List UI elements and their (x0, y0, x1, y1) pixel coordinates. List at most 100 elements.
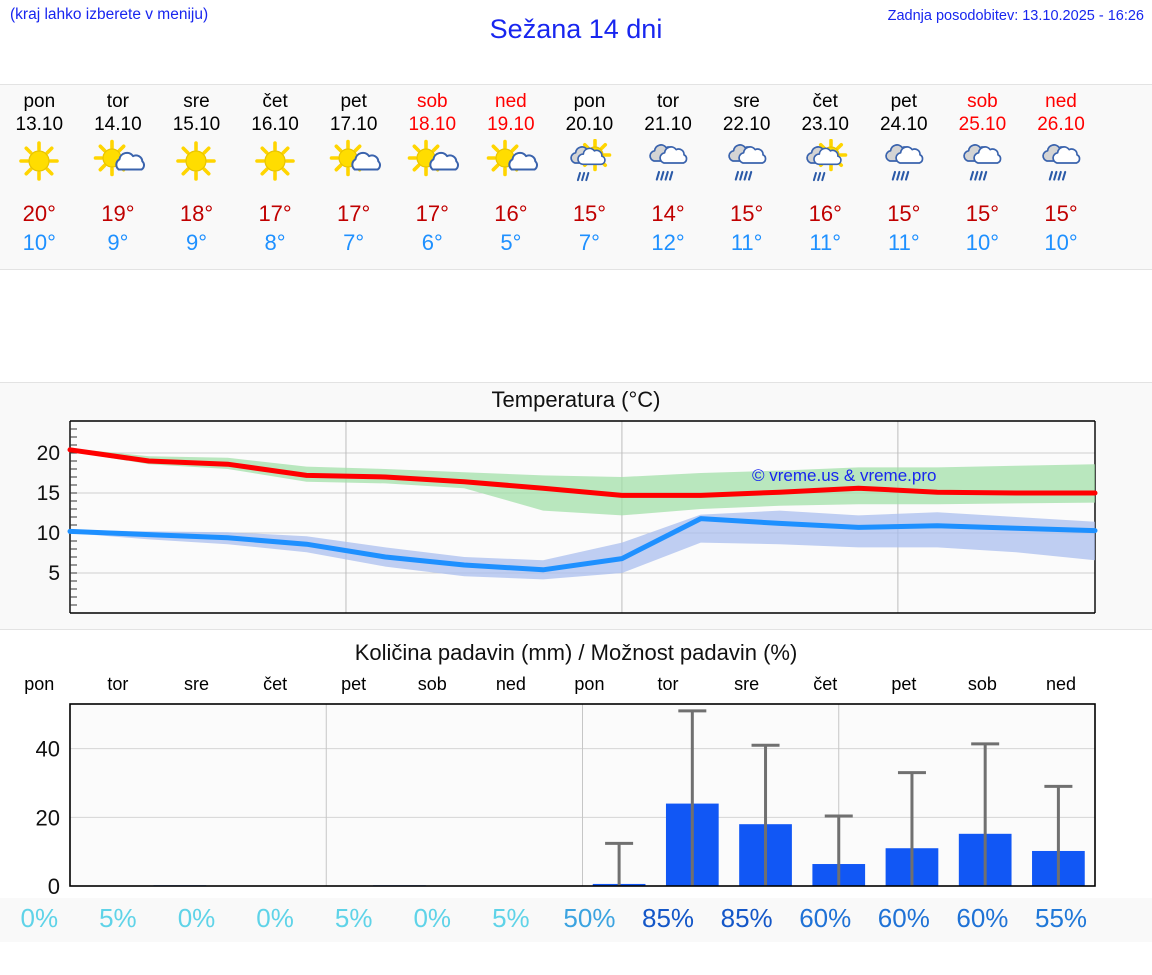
forecast-day-column[interactable]: sob 25.10 15° 10° (943, 85, 1022, 269)
precipitation-day-label: tor (657, 674, 679, 694)
precipitation-day-label: sre (734, 674, 760, 694)
forecast-day-column[interactable]: sob 18.10 17° 6° (393, 85, 472, 269)
day-date-label: 26.10 (1037, 114, 1085, 135)
forecast-day-column[interactable]: pon 13.10 20° 10° (0, 85, 79, 269)
max-temperature-value: 15° (730, 201, 764, 226)
max-temperature-value: 15° (887, 201, 921, 226)
forecast-day-column[interactable]: sre 15.10 18° 9° (157, 85, 236, 269)
weather-sunny-cloud-icon (88, 139, 148, 189)
precipitation-day-label: pet (341, 674, 367, 694)
precipitation-probability-value: 85% (720, 903, 773, 933)
forecast-day-column[interactable]: pet 17.10 17° 7° (314, 85, 393, 269)
day-date-label: 13.10 (15, 114, 64, 135)
forecast-day-column[interactable]: pet 24.10 15° 11° (865, 85, 944, 269)
day-of-week-label: pon (573, 91, 606, 112)
min-temperature-value: 11° (888, 230, 920, 255)
precipitation-day-label: ned (495, 674, 526, 694)
precipitation-day-labels: pon tor sre čet pet sob ned pon tor sre čet pet sob n… (0, 674, 1152, 700)
precipitation-probability-value: 0% (413, 903, 452, 933)
max-temperature-value: 19° (101, 201, 135, 226)
precipitation-probability-value: 0% (20, 903, 59, 933)
forecast-day-column[interactable]: sre 22.10 15° 11° (707, 85, 786, 269)
max-temperature-value: 15° (965, 201, 1000, 226)
day-date-label: 15.10 (172, 114, 221, 135)
min-temperature-value: 10° (965, 230, 1000, 255)
temperature-chart-title: Temperatura (°C) (491, 387, 661, 412)
day-date-label: 16.10 (251, 114, 299, 135)
precipitation-probability-value: 5% (99, 903, 137, 933)
temperature-chart-panel: Temperatura (°C) 5 10 15 20 (0, 382, 1152, 630)
min-temperature-value: 9° (185, 230, 207, 255)
forecast-day-column[interactable]: pon 20.10 15° 7° (550, 85, 629, 269)
forecast-day-column[interactable]: ned 26.10 15° 10° (1022, 85, 1101, 269)
day-of-week-label: tor (106, 91, 129, 112)
precipitation-day-label: sre (183, 674, 209, 694)
day-date-label: 22.10 (722, 114, 771, 135)
precipitation-probability-value: 5% (334, 903, 373, 933)
max-temperature-value: 15° (1044, 201, 1078, 226)
precipitation-probability-value: 85% (642, 903, 695, 933)
weather-cloud-rain-icon (874, 139, 934, 189)
precipitation-chart-title: Količina padavin (mm) / Možnost padavin … (354, 640, 798, 665)
forecast-day-column[interactable]: čet 16.10 17° 8° (236, 85, 315, 269)
min-temperature-value: 12° (651, 230, 685, 255)
min-temperature-value: 5° (500, 230, 522, 255)
precipitation-day-label: tor (107, 674, 129, 694)
max-temperature-value: 14° (651, 201, 685, 226)
svg-text:20: 20 (37, 442, 60, 465)
day-date-label: 20.10 (565, 114, 614, 135)
precipitation-day-label: pon (24, 674, 55, 694)
weather-cloud-rain-icon (1031, 139, 1091, 189)
min-temperature-value: 7° (578, 230, 600, 255)
weather-sunny-icon (9, 139, 69, 189)
min-temperature-value: 10° (22, 230, 56, 255)
max-temperature-value: 16° (808, 201, 842, 226)
weather-sunny-cloud-icon (324, 139, 384, 189)
precipitation-probability-value: 55% (1034, 903, 1088, 933)
max-temperature-value: 16° (494, 201, 528, 226)
day-date-label: 19.10 (487, 114, 535, 135)
day-of-week-label: pon (23, 91, 56, 112)
day-date-label: 14.10 (94, 114, 142, 135)
max-temperature-value: 20° (22, 201, 56, 226)
svg-text:10: 10 (37, 522, 60, 545)
day-of-week-label: pet (340, 91, 367, 112)
copyright-label: © vreme.us & vreme.pro (752, 466, 937, 485)
max-temperature-value: 17° (337, 201, 371, 226)
weather-sunny-icon (245, 139, 305, 189)
day-of-week-label: pet (890, 91, 918, 112)
min-temperature-value: 11° (730, 230, 763, 255)
max-temperature-value: 18° (179, 201, 214, 226)
day-date-label: 23.10 (801, 114, 849, 135)
min-temperature-value: 6° (421, 230, 443, 255)
precipitation-probability-value: 50% (563, 903, 616, 933)
precipitation-day-label: ned (1045, 674, 1077, 694)
min-temperature-value: 11° (809, 230, 842, 255)
max-temperature-value: 17° (415, 201, 449, 226)
precipitation-probability-value: 60% (799, 903, 852, 933)
svg-text:5: 5 (48, 562, 60, 585)
day-of-week-label: čet (262, 91, 288, 112)
day-date-label: 18.10 (408, 114, 457, 135)
forecast-day-column[interactable]: tor 14.10 19° 9° (79, 85, 158, 269)
day-of-week-label: sre (733, 91, 760, 112)
forecast-day-column[interactable]: ned 19.10 16° 5° (472, 85, 551, 269)
min-temperature-value: 10° (1044, 230, 1078, 255)
page-title: Sežana 14 dni (489, 14, 663, 44)
forecast-day-column[interactable]: čet 23.10 16° 11° (786, 85, 865, 269)
max-temperature-value: 17° (258, 201, 292, 226)
page-header: (kraj lahko izberete v meniju) Sežana 14… (0, 0, 1152, 84)
weather-sun-cloud-rain-icon (795, 139, 855, 189)
precipitation-day-label: sob (417, 674, 447, 694)
forecast-day-column[interactable]: tor 21.10 14° 12° (629, 85, 708, 269)
weather-sunny-cloud-icon (402, 139, 462, 189)
day-of-week-label: tor (656, 91, 680, 112)
precipitation-day-label: pet (891, 674, 917, 694)
max-temperature-value: 15° (572, 201, 607, 226)
day-date-label: 17.10 (329, 114, 378, 135)
temperature-chart-svg: 5 10 15 20 (37, 420, 1098, 614)
day-of-week-label: sob (416, 91, 448, 112)
weather-cloud-rain-icon (952, 139, 1012, 189)
day-of-week-label: ned (495, 91, 527, 112)
weather-sunny-icon (166, 139, 226, 189)
